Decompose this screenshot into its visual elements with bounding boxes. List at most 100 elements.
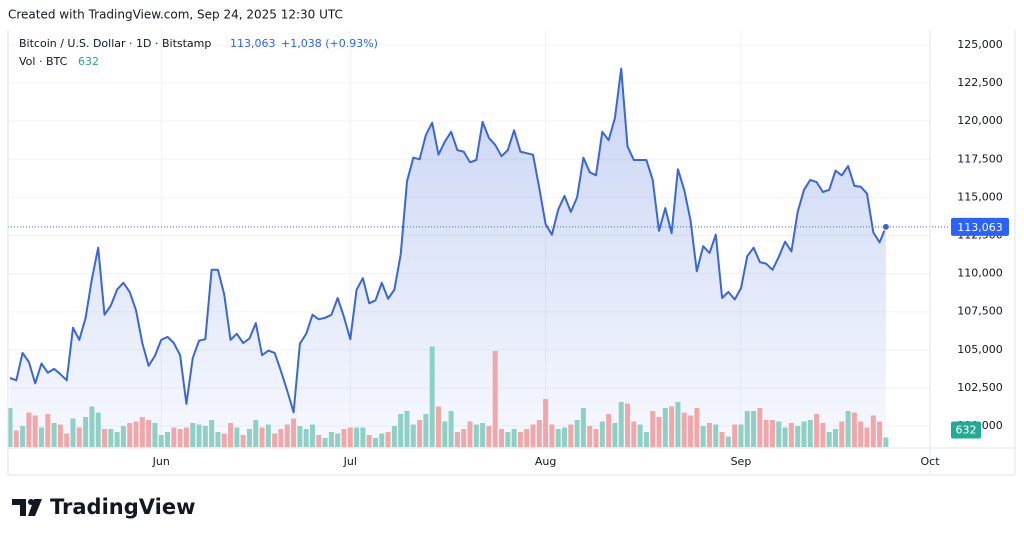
- volume-bar: [637, 424, 643, 447]
- volume-bar: [568, 424, 574, 447]
- volume-bar: [328, 432, 334, 447]
- volume-bar: [228, 423, 234, 447]
- volume-bar: [435, 406, 441, 447]
- volume-bar: [599, 421, 605, 447]
- volume-bar: [278, 429, 284, 447]
- volume-bar: [404, 411, 410, 447]
- volume-bar: [385, 432, 391, 447]
- volume-bar: [341, 429, 347, 447]
- price-line: [9, 67, 887, 414]
- volume-bar: [372, 438, 378, 447]
- volume-bar: [64, 433, 70, 447]
- x-tick-label: Sep: [731, 455, 752, 468]
- volume-bar: [858, 421, 864, 447]
- volume-bar: [851, 412, 857, 447]
- y-tick-label: 120,000: [957, 114, 1003, 127]
- symbol-title: Bitcoin / U.S. Dollar · 1D · Bitstamp: [19, 37, 211, 50]
- volume-bar: [183, 427, 189, 447]
- logo-icon: [12, 499, 26, 516]
- volume-bar: [190, 423, 196, 447]
- y-tick-label: 107,500: [957, 305, 1003, 318]
- volume-bar: [675, 402, 681, 447]
- volume-bar: [492, 351, 498, 447]
- volume-title: Vol · BTC: [19, 55, 68, 68]
- volume-bar: [177, 429, 183, 447]
- tradingview-logo: TradingView: [12, 495, 195, 519]
- volume-bar: [335, 433, 341, 447]
- volume-bar: [360, 427, 366, 447]
- logo-icon-slash: [28, 499, 42, 516]
- volume-bar: [845, 411, 851, 447]
- last-price-dot: [881, 222, 890, 231]
- volume-bar: [272, 433, 278, 447]
- volume-bar: [196, 424, 202, 447]
- created-note: Created with TradingView.com, Sep 24, 20…: [8, 8, 343, 22]
- volume-value: 632: [78, 55, 99, 68]
- volume-bar: [511, 429, 517, 447]
- volume-bar: [486, 426, 492, 447]
- volume-bar: [146, 420, 152, 447]
- volume-bar: [788, 423, 794, 447]
- volume-bar: [127, 423, 133, 447]
- volume-bar: [782, 427, 788, 447]
- volume-bar: [102, 429, 108, 447]
- volume-bar: [391, 426, 397, 447]
- volume-bar: [706, 423, 712, 447]
- volume-bar: [165, 432, 171, 447]
- volume-bar: [133, 421, 139, 447]
- volume-bar: [656, 417, 662, 447]
- volume-bar: [291, 418, 297, 447]
- volume-bar: [45, 414, 51, 447]
- volume-bar: [259, 427, 265, 447]
- volume-bar: [83, 417, 89, 447]
- volume-bar: [662, 408, 668, 447]
- volume-bar: [776, 421, 782, 447]
- volume-bar: [423, 414, 429, 447]
- volume-bar: [20, 426, 26, 447]
- logo-text: TradingView: [50, 495, 195, 519]
- volume-bar: [234, 427, 240, 447]
- volume-bar: [454, 432, 460, 447]
- volume-bar: [354, 427, 360, 447]
- volume-bar: [114, 432, 120, 447]
- volume-bar: [612, 423, 618, 447]
- volume-bar: [171, 427, 177, 447]
- y-tick-label: 105,000: [957, 343, 1003, 356]
- volume-bar: [530, 424, 536, 447]
- volume-bar: [158, 435, 164, 447]
- volume-bar: [32, 415, 38, 447]
- volume-bar: [587, 426, 593, 447]
- volume-bar: [877, 421, 883, 447]
- y-tick-label: 110,000: [957, 267, 1003, 280]
- volume-bar: [309, 424, 315, 447]
- volume-bar: [152, 423, 158, 447]
- price-tag: [951, 217, 1009, 236]
- volume-bar: [246, 429, 252, 447]
- plot-area: [7, 30, 948, 448]
- volume-bar: [7, 408, 13, 447]
- volume-bar: [574, 420, 580, 447]
- x-tick-label: Jun: [152, 455, 170, 468]
- volume-tag: [951, 421, 981, 439]
- volume-bar: [732, 424, 738, 447]
- volume-bar: [202, 426, 208, 447]
- volume-bar: [209, 420, 215, 447]
- volume-bar: [95, 412, 101, 447]
- volume-bar: [751, 411, 757, 447]
- y-tick-label: 122,500: [957, 76, 1003, 89]
- price-change: +1,038 (+0.93%): [281, 37, 378, 50]
- volume-bar: [719, 432, 725, 447]
- price-tag-label: 113,063: [957, 221, 1003, 234]
- volume-bar: [555, 429, 561, 447]
- volume-bar: [473, 424, 479, 447]
- volume-bar: [303, 429, 309, 447]
- volume-bar: [108, 429, 114, 447]
- volume-bar: [524, 429, 530, 447]
- volume-bar: [681, 412, 687, 447]
- volume-bar: [688, 415, 694, 447]
- volume-bar: [284, 424, 290, 447]
- volume-bar: [643, 432, 649, 447]
- volume-bar: [832, 429, 838, 447]
- volume-bar: [807, 420, 813, 447]
- volume-bar: [89, 406, 95, 447]
